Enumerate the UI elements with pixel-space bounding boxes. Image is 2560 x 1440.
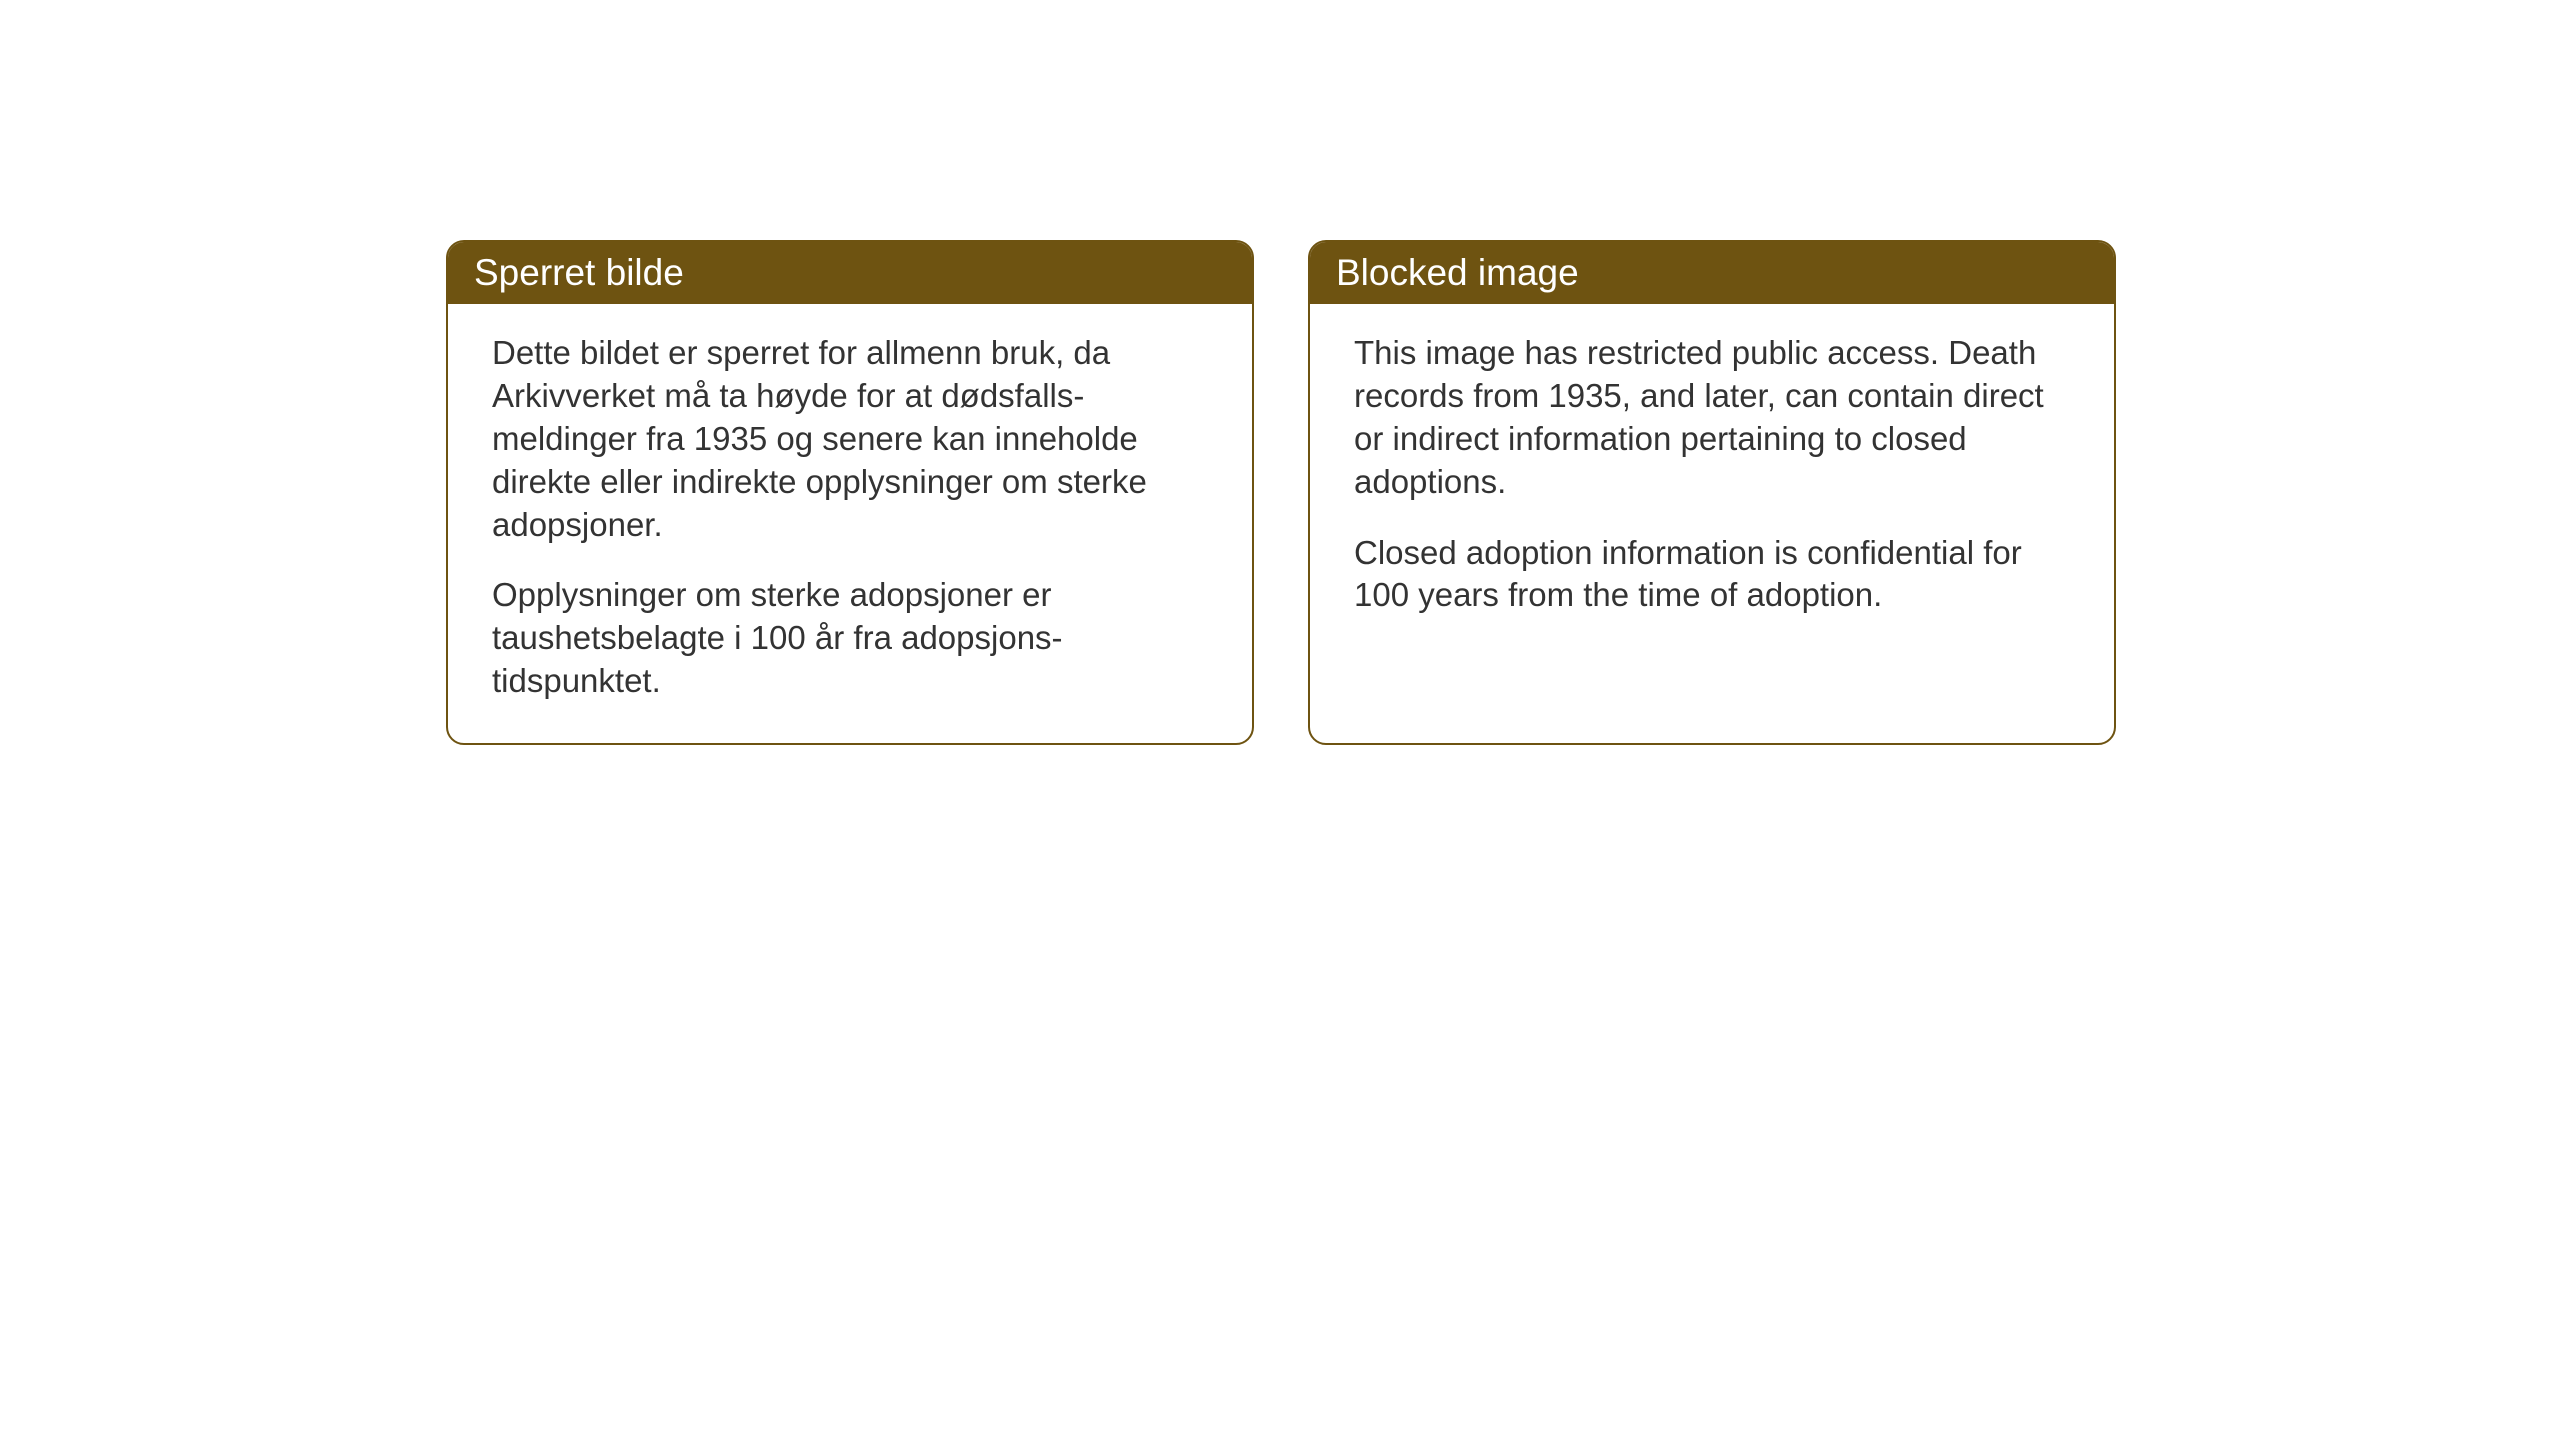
card-norwegian-body: Dette bildet er sperret for allmenn bruk… bbox=[448, 304, 1252, 743]
card-english-paragraph-1: This image has restricted public access.… bbox=[1354, 332, 2070, 504]
card-english-paragraph-2: Closed adoption information is confident… bbox=[1354, 532, 2070, 618]
card-norwegian-paragraph-1: Dette bildet er sperret for allmenn bruk… bbox=[492, 332, 1208, 546]
card-norwegian-paragraph-2: Opplysninger om sterke adopsjoner er tau… bbox=[492, 574, 1208, 703]
card-norwegian: Sperret bilde Dette bildet er sperret fo… bbox=[446, 240, 1254, 745]
card-english-body: This image has restricted public access.… bbox=[1310, 304, 2114, 657]
card-english-header: Blocked image bbox=[1310, 242, 2114, 304]
card-english: Blocked image This image has restricted … bbox=[1308, 240, 2116, 745]
card-english-title: Blocked image bbox=[1336, 252, 1579, 293]
cards-container: Sperret bilde Dette bildet er sperret fo… bbox=[446, 240, 2116, 745]
card-norwegian-header: Sperret bilde bbox=[448, 242, 1252, 304]
card-norwegian-title: Sperret bilde bbox=[474, 252, 684, 293]
